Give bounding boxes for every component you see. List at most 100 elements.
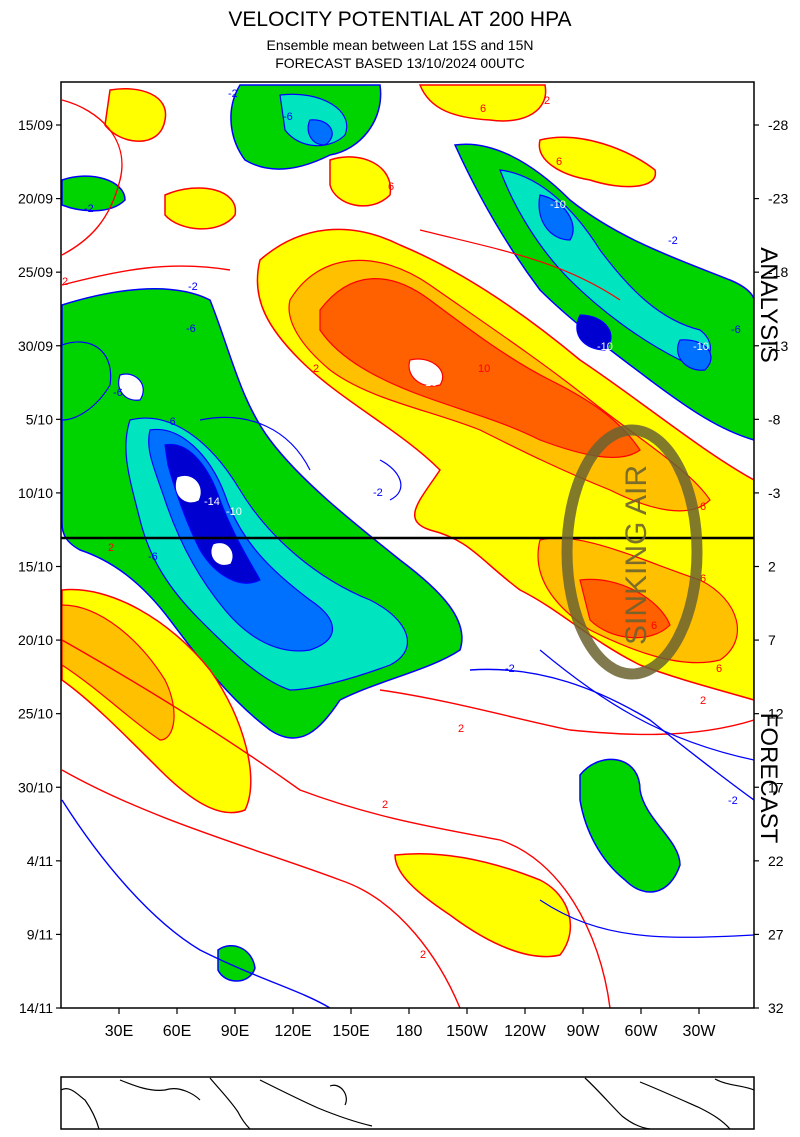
contour-label: -6 [186, 323, 196, 335]
contour-label: 6 [651, 620, 657, 632]
y-tick-label-date: 20/09 [18, 191, 53, 207]
contour-label: -2 [373, 487, 383, 499]
y-tick-label-date: 4/11 [27, 853, 53, 869]
y-tick-label-date: 25/10 [18, 706, 53, 722]
contour-label: 6 [700, 501, 706, 513]
y-tick-label-date: 20/10 [18, 632, 53, 648]
contour-label: -10 [226, 506, 242, 518]
contour-label: 2 [108, 542, 114, 554]
contour-label: -14 [204, 496, 220, 508]
contour-label: -2 [84, 203, 94, 215]
negative-region [453, 143, 754, 441]
x-tick-label: 90E [221, 1023, 249, 1040]
contour-label: 2 [62, 276, 68, 288]
y-tick-label-date: 30/09 [18, 338, 53, 354]
y-tick-label-date: 10/10 [18, 485, 53, 501]
contour-label: 2 [458, 723, 464, 735]
y-tick-label-day: -13 [768, 338, 788, 354]
y-tick-label-day: 12 [768, 706, 784, 722]
analysis-label: ANALYSIS [755, 247, 782, 363]
contour-label: 2 [313, 363, 319, 375]
x-tick-label: 120E [274, 1023, 311, 1040]
positive-region [164, 84, 656, 230]
contour-label: -2 [188, 281, 198, 293]
x-tick-label: 60E [163, 1023, 191, 1040]
y-tick-label-date: 30/10 [18, 779, 53, 795]
contour-label: 6 [700, 573, 706, 585]
y-tick-label-date: 9/11 [27, 926, 53, 942]
south-america-coastline [639, 1081, 731, 1130]
maritime-continent-coastline [259, 1079, 373, 1127]
borneo-coastline [329, 1084, 347, 1106]
contour-lines [61, 99, 754, 1008]
x-tick-label: 180 [396, 1023, 423, 1040]
x-tick-label: 60W [625, 1023, 659, 1040]
x-tick-label: 150E [332, 1023, 369, 1040]
contour-label: -6 [283, 111, 293, 123]
y-tick-label-day: -8 [768, 411, 781, 427]
world-map-strip [60, 1076, 755, 1130]
forecast-label: FORECAST [755, 713, 782, 844]
contour-label: 6 [388, 181, 394, 193]
positive-region [394, 852, 572, 958]
contour-label: -10 [550, 199, 566, 211]
contour-label: 2 [544, 95, 550, 107]
contour-label: 6 [556, 156, 562, 168]
atlantic-coastline [714, 1078, 755, 1091]
x-tick-label: 30W [683, 1023, 717, 1040]
x-axis: 30E 60E 90E 120E 150E 180 150W 120W 90W 60W 30W [105, 1008, 717, 1040]
contour-label: -6 [148, 551, 158, 563]
contour-label: -10 [693, 341, 709, 353]
contour-label: 10 [425, 377, 437, 389]
y-tick-label-date: 15/10 [18, 559, 53, 575]
contour-label: -10 [597, 341, 613, 353]
x-tick-label: 150W [446, 1023, 489, 1040]
contour-labels: -2 -6 -2 -2 -6 -6 -6 -14 -10 -6 -2 -10 -… [62, 88, 741, 961]
contour-label: 10 [478, 363, 490, 375]
chart-subtitle: Ensemble mean between Lat 15S and 15N [266, 37, 534, 53]
india-coastline [209, 1077, 251, 1130]
y-tick-label-day: -3 [768, 485, 781, 501]
y-tick-label-date: 14/11 [19, 1000, 53, 1016]
y-tick-label-day: 17 [768, 779, 784, 795]
contour-label: -6 [731, 324, 741, 336]
negative-region [230, 84, 382, 170]
contour-label: 6 [716, 663, 722, 675]
contour-label: -2 [228, 88, 238, 100]
contour-label: -2 [505, 663, 515, 675]
positive-region [104, 88, 167, 142]
y-tick-label-day: 22 [768, 853, 784, 869]
contour-label: 2 [382, 799, 388, 811]
plot-frame [60, 81, 755, 1009]
negative-region [61, 288, 463, 739]
arabia-coastline [119, 1079, 201, 1101]
y-tick-label-day: 7 [768, 632, 776, 648]
y-tick-label-day: 32 [768, 1000, 784, 1016]
x-tick-label: 90W [567, 1023, 601, 1040]
sinking-air-annotation: SINKING AIR [561, 424, 703, 680]
x-tick-label: 30E [105, 1023, 133, 1040]
y-tick-label-date: 15/09 [18, 117, 53, 133]
sinking-air-label: SINKING AIR [620, 465, 653, 645]
contour-label: -6 [113, 387, 123, 399]
contour-label: -2 [668, 235, 678, 247]
y-tick-label-date: 25/09 [18, 264, 53, 280]
y-tick-label-date: 5/10 [26, 411, 53, 427]
y-tick-label-day: 27 [768, 926, 784, 942]
y-tick-label-day: -23 [768, 191, 788, 207]
contour-label: 2 [420, 949, 426, 961]
africa-coastline [60, 1088, 100, 1130]
contour-label: 2 [700, 695, 706, 707]
negative-region [61, 175, 126, 212]
contour-label: -2 [728, 795, 738, 807]
negative-region [217, 758, 681, 982]
x-tick-label: 120W [504, 1023, 547, 1040]
contour-label: 6 [480, 103, 486, 115]
chart-title: VELOCITY POTENTIAL AT 200 HPA [228, 8, 572, 31]
contour-label: -6 [166, 416, 176, 428]
y-tick-label-day: -18 [768, 264, 788, 280]
central-america-coastline [584, 1077, 651, 1130]
y-tick-label-day: 2 [768, 559, 776, 575]
chart-subtitle-forecast: FORECAST BASED 13/10/2024 00UTC [275, 55, 525, 71]
